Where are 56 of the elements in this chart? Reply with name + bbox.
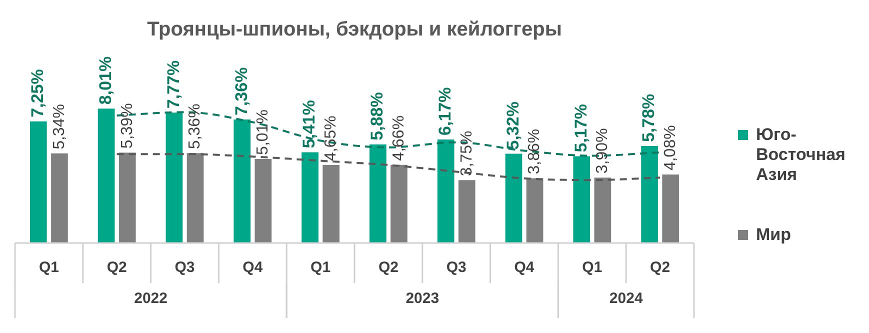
data-label: 5,32% bbox=[503, 102, 522, 150]
data-label: 4,66% bbox=[390, 115, 408, 161]
x-tick-label: Q2 bbox=[650, 259, 670, 276]
bar bbox=[437, 139, 454, 243]
x-tick-label: Q1 bbox=[38, 259, 59, 276]
data-label: 5,34% bbox=[50, 104, 68, 150]
bar bbox=[505, 154, 522, 243]
data-label: 7,77% bbox=[164, 60, 183, 109]
bar bbox=[98, 108, 115, 243]
legend-label: Мир bbox=[756, 225, 791, 245]
data-label: 4,08% bbox=[662, 125, 679, 171]
bar bbox=[322, 164, 340, 243]
data-label: 5,01% bbox=[254, 110, 272, 155]
bar bbox=[186, 153, 204, 243]
data-label: 5,36% bbox=[186, 104, 204, 150]
x-tick-label: Q3 bbox=[174, 259, 195, 276]
data-label: 5,78% bbox=[639, 94, 658, 142]
x-tick-label: Q4 bbox=[514, 259, 535, 276]
bar bbox=[641, 146, 658, 243]
data-label: 6,17% bbox=[436, 87, 455, 136]
data-label: 3,86% bbox=[526, 128, 544, 174]
text: 2024 bbox=[609, 290, 644, 308]
x-tick-label: Q2 bbox=[106, 259, 127, 276]
x-tick-label: Q1 bbox=[310, 259, 331, 276]
data-label: 3,90% bbox=[594, 128, 612, 174]
bar bbox=[458, 180, 476, 243]
bar bbox=[573, 156, 590, 243]
bar bbox=[370, 144, 386, 243]
data-label: 5,17% bbox=[571, 104, 590, 152]
bar bbox=[30, 121, 47, 243]
text: 2023 bbox=[406, 290, 440, 308]
data-label: 5,39% bbox=[118, 103, 136, 149]
data-label: 7,25% bbox=[28, 69, 48, 118]
bar bbox=[118, 152, 136, 243]
text: 2022 bbox=[134, 290, 168, 308]
x-tick-label: Q2 bbox=[378, 259, 398, 276]
bar bbox=[166, 112, 183, 243]
x-tick-label: Q1 bbox=[582, 259, 602, 276]
bar bbox=[234, 120, 251, 243]
bar bbox=[662, 174, 679, 243]
bar bbox=[254, 158, 272, 243]
bar bbox=[526, 178, 544, 243]
bar bbox=[594, 178, 612, 243]
data-label: 4,65% bbox=[322, 116, 340, 161]
data-label: 5,88% bbox=[368, 92, 387, 140]
bar bbox=[302, 152, 318, 243]
data-label: 5,41% bbox=[300, 100, 319, 148]
data-label: 7,36% bbox=[232, 67, 251, 116]
data-label: 8,01% bbox=[96, 56, 116, 105]
x-tick-label: Q3 bbox=[446, 259, 466, 276]
chart-title: Троянцы-шпионы, бэкдоры и кейлоггеры bbox=[147, 18, 562, 41]
bar bbox=[390, 164, 408, 243]
bar bbox=[51, 153, 68, 243]
data-label: 3,75% bbox=[458, 130, 476, 176]
legend-label: Юго-Восточная Азия bbox=[756, 125, 846, 185]
x-tick-label: Q4 bbox=[242, 259, 264, 276]
